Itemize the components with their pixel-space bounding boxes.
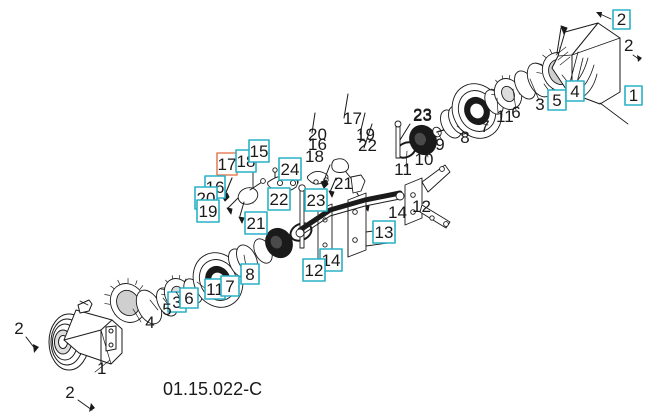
svg-text:4: 4 (145, 313, 154, 332)
svg-text:23: 23 (307, 191, 326, 210)
svg-text:11: 11 (394, 160, 412, 179)
svg-text:23: 23 (413, 106, 432, 125)
svg-text:9: 9 (435, 135, 444, 154)
svg-text:10: 10 (415, 150, 434, 169)
svg-text:7: 7 (480, 117, 489, 136)
svg-text:17: 17 (218, 155, 237, 174)
svg-text:5: 5 (162, 300, 171, 319)
svg-text:4: 4 (570, 82, 579, 101)
svg-text:19: 19 (199, 202, 218, 221)
svg-text:13: 13 (375, 223, 394, 242)
svg-text:8: 8 (245, 265, 254, 284)
svg-text:5: 5 (552, 91, 561, 110)
svg-text:8: 8 (460, 128, 469, 147)
svg-text:22: 22 (270, 190, 289, 209)
svg-text:14: 14 (388, 203, 407, 222)
svg-text:12: 12 (305, 261, 324, 280)
svg-text:3: 3 (535, 95, 544, 114)
svg-text:12: 12 (412, 197, 431, 216)
svg-text:2: 2 (65, 383, 74, 402)
svg-text:1: 1 (97, 359, 106, 378)
svg-text:6: 6 (184, 289, 193, 308)
svg-text:1: 1 (629, 86, 638, 105)
svg-text:2: 2 (14, 319, 23, 338)
svg-text:2: 2 (617, 10, 626, 29)
svg-text:21: 21 (247, 214, 266, 233)
svg-text:7: 7 (225, 277, 234, 296)
svg-text:21: 21 (334, 174, 353, 193)
svg-text:2: 2 (624, 36, 633, 55)
svg-text:15: 15 (250, 142, 269, 161)
svg-text:01.15.022-C: 01.15.022-C (163, 379, 262, 399)
svg-text:11: 11 (496, 107, 514, 126)
svg-text:18: 18 (305, 147, 324, 166)
svg-text:24: 24 (281, 160, 300, 179)
